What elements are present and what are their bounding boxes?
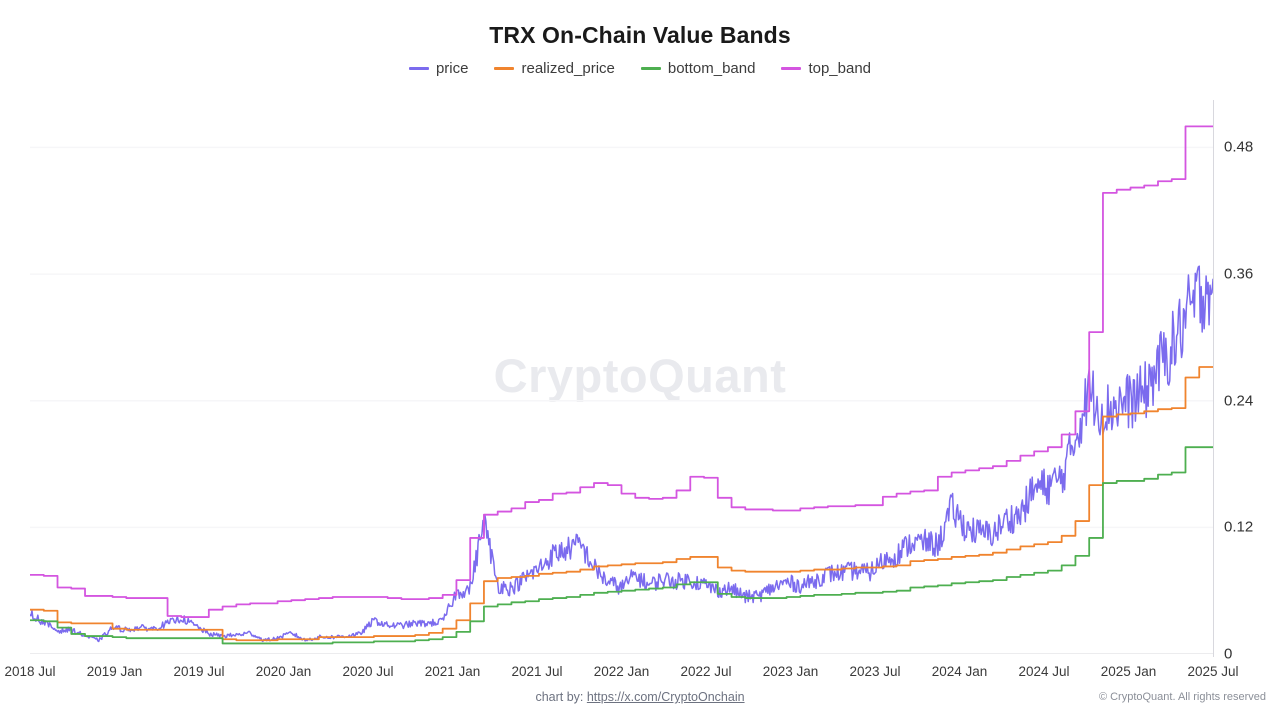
x-axis-tick-label: 2022 Jul: [680, 664, 732, 679]
y-axis-tick-labels: 0 0.12 0.24 0.36 0.48: [1224, 100, 1280, 663]
legend-swatch-realized-price-icon: [494, 67, 515, 70]
x-axis-tick-label: 2024 Jan: [931, 664, 988, 679]
legend-swatch-price-icon: [408, 67, 429, 70]
y-axis-line: [1213, 100, 1214, 657]
legend-label-price: price: [435, 60, 469, 77]
legend-item-realized-price[interactable]: realized_price: [494, 60, 615, 77]
chart-canvas: [30, 100, 1213, 654]
x-axis-tick-labels: 2018 Jul 2019 Jan 2019 Jul 2020 Jan 2020 Jul…: [0, 664, 1280, 684]
legend-label-realized-price: realized_price: [521, 60, 615, 77]
x-axis-tick-label: 2022 Jan: [593, 664, 650, 679]
series-line-price: [30, 266, 1213, 641]
footer-rights: © CryptoQuant. All rights reserved: [1098, 691, 1266, 703]
x-axis-tick-label: 2020 Jul: [342, 664, 394, 679]
x-axis-tick-label: 2019 Jan: [86, 664, 143, 679]
x-axis-tick-label: 2025 Jan: [1100, 664, 1157, 679]
series-line-realized-price: [30, 367, 1213, 640]
footer-credit-link[interactable]: https://x.com/CryptoOnchain: [586, 690, 745, 704]
chart-legend: price realized_price bottom_band top_ban…: [0, 61, 1280, 76]
x-axis-tick-label: 2018 Jul: [4, 664, 56, 679]
series-line-bottom-band: [30, 447, 1213, 643]
y-axis-tick-label: 0.48: [1224, 138, 1254, 156]
footer-credit-prefix: chart by:: [535, 690, 587, 704]
x-axis-tick-label: 2025 Jul: [1187, 664, 1239, 679]
x-axis-tick-label: 2023 Jan: [762, 664, 819, 679]
x-axis-tick-label: 2021 Jan: [424, 664, 481, 679]
legend-item-bottom-band[interactable]: bottom_band: [640, 60, 756, 77]
x-axis-tick-label: 2020 Jan: [255, 664, 312, 679]
legend-item-top-band[interactable]: top_band: [781, 61, 871, 76]
page-title: TRX On-Chain Value Bands: [489, 22, 791, 48]
legend-label-bottom-band: bottom_band: [667, 60, 756, 77]
footer-credit: chart by: https://x.com/CryptoOnchain: [0, 690, 1280, 704]
y-axis-tick-label: 0.24: [1224, 392, 1254, 410]
y-axis-tick-label: 0.36: [1224, 265, 1254, 283]
legend-swatch-top-band-icon: [781, 67, 802, 70]
y-axis-tick-label: 0: [1224, 645, 1233, 663]
x-axis-tick-label: 2023 Jul: [849, 664, 901, 679]
legend-label-top-band: top_band: [808, 60, 872, 77]
x-axis-tick-label: 2021 Jul: [511, 664, 563, 679]
y-axis-tick-label: 0.12: [1224, 518, 1254, 536]
legend-item-price[interactable]: price: [408, 60, 469, 77]
legend-swatch-bottom-band-icon: [640, 67, 661, 70]
x-axis-tick-label: 2019 Jul: [173, 664, 225, 679]
series-line-top-band: [30, 126, 1213, 617]
x-axis-tick-label: 2024 Jul: [1018, 664, 1070, 679]
plot-area: [30, 100, 1213, 654]
